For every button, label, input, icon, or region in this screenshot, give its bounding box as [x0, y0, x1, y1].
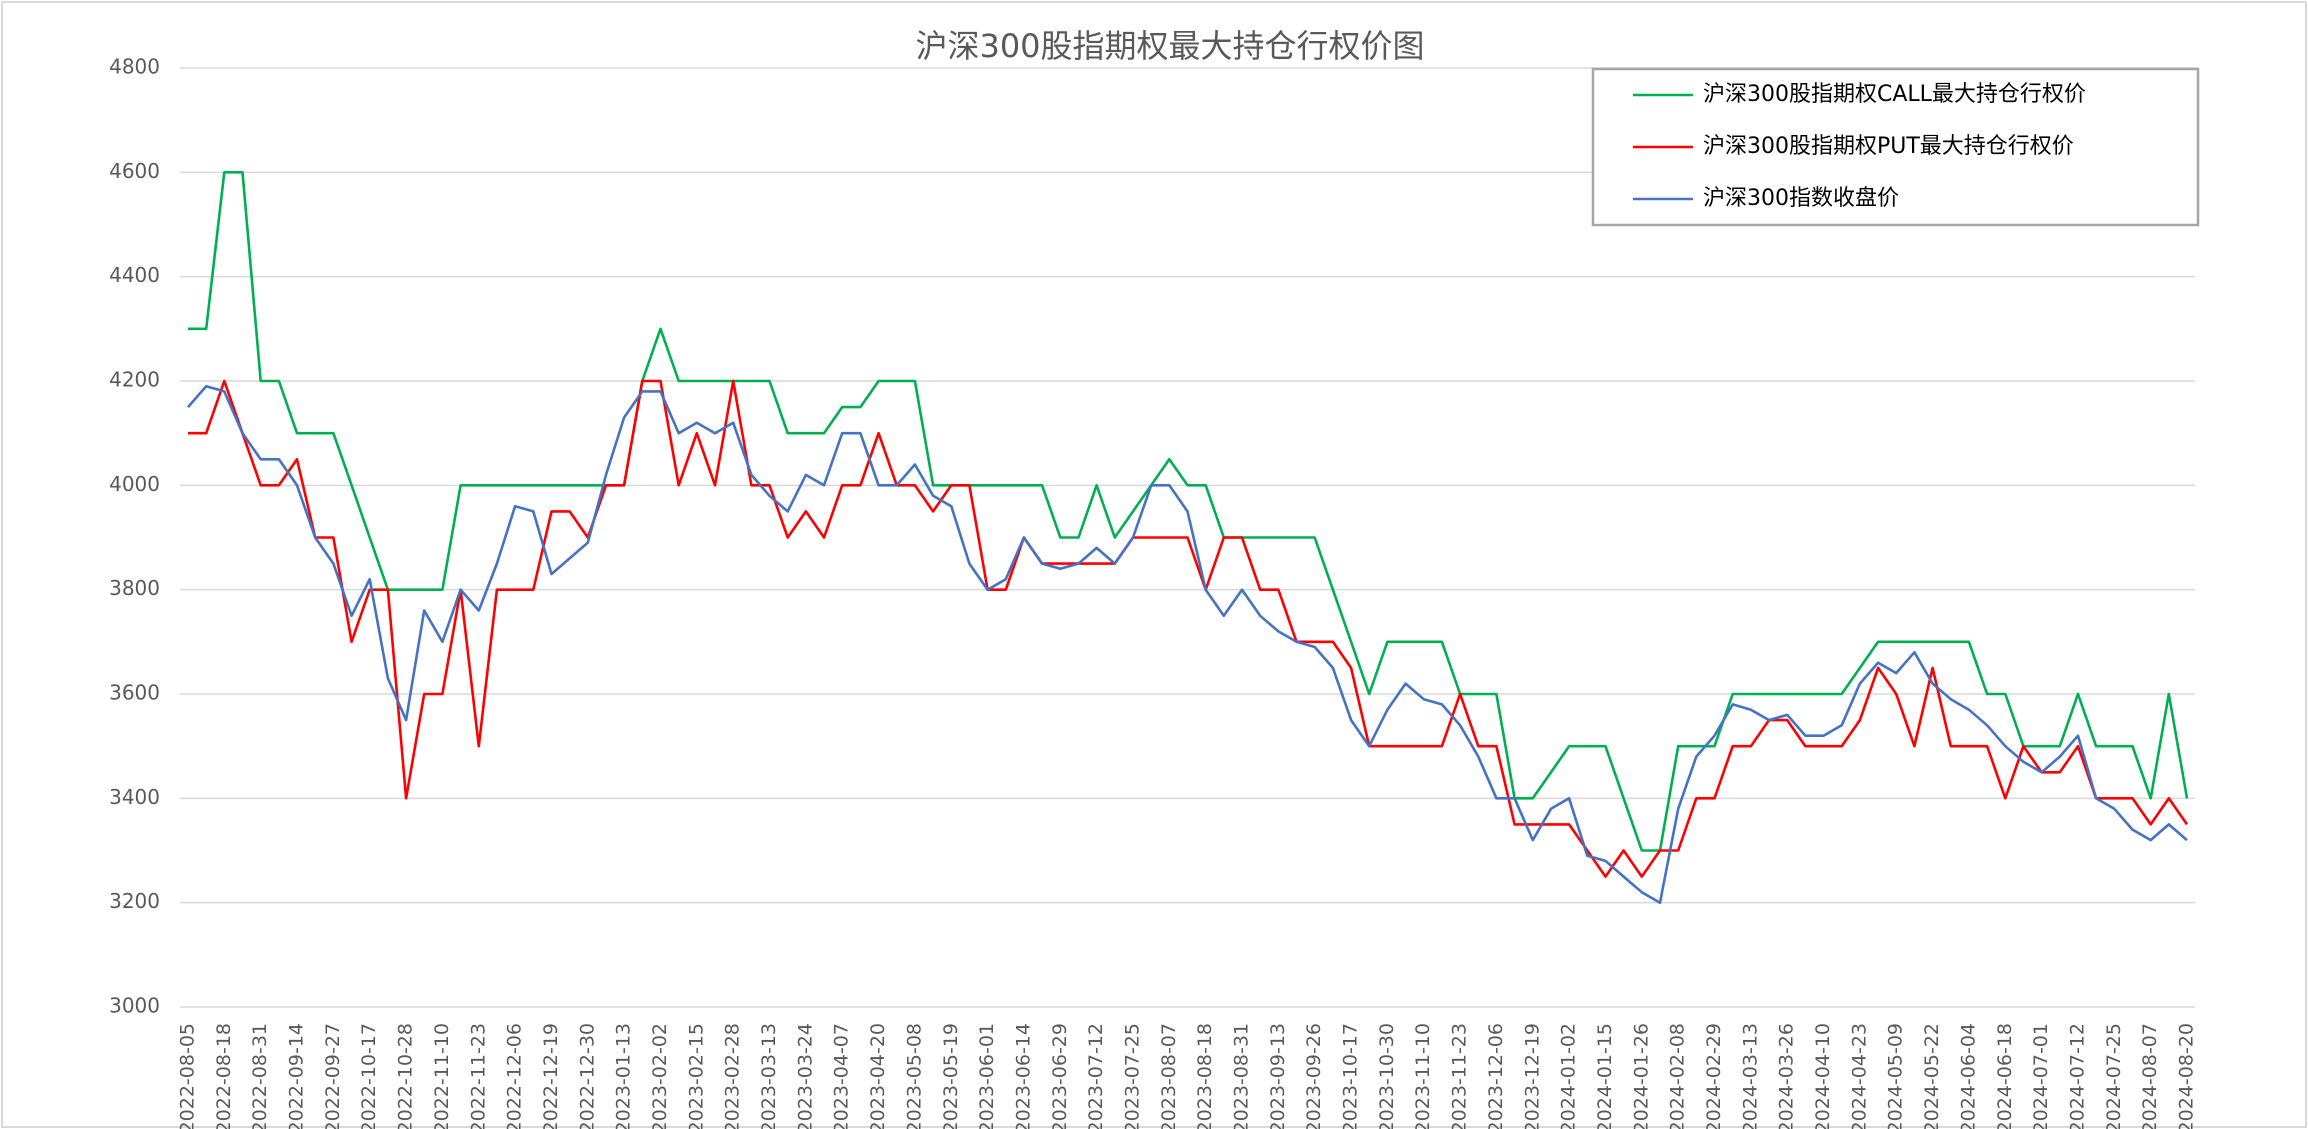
- x-tick-label: 2024-01-15: [1594, 1023, 1616, 1129]
- x-tick-label: 2022-10-17: [358, 1023, 380, 1129]
- x-tick-label: 2023-07-25: [1121, 1023, 1143, 1129]
- x-tick-label: 2022-08-18: [213, 1023, 235, 1129]
- x-tick-label: 2023-10-17: [1340, 1023, 1362, 1129]
- y-tick-label: 4600: [109, 159, 160, 183]
- y-tick-label: 4400: [109, 263, 160, 287]
- x-tick-label: 2023-10-30: [1376, 1023, 1398, 1129]
- x-tick-label: 2023-04-20: [867, 1023, 889, 1129]
- x-tick-label: 2023-02-15: [685, 1023, 707, 1129]
- y-tick-label: 4800: [109, 55, 160, 79]
- x-tick-label: 2024-05-22: [1921, 1023, 1943, 1129]
- legend-label: 沪深300股指期权PUT最大持仓行权价: [1703, 134, 2074, 159]
- legend-box: [1591, 67, 2200, 227]
- x-tick-label: 2024-01-26: [1630, 1023, 1652, 1129]
- x-tick-label: 2024-03-26: [1776, 1023, 1798, 1129]
- x-tick-label: 2024-07-01: [2030, 1023, 2052, 1129]
- chart-title: 沪深300股指期权最大持仓行权价图: [915, 27, 1424, 65]
- x-tick-label: 2023-12-19: [1521, 1023, 1543, 1129]
- x-tick-label: 2024-06-04: [1957, 1023, 1979, 1129]
- x-tick-label: 2022-08-31: [249, 1023, 271, 1129]
- x-tick-label: 2024-08-20: [2176, 1023, 2198, 1129]
- x-tick-label: 2022-10-28: [395, 1023, 417, 1129]
- x-tick-label: 2022-09-14: [286, 1023, 308, 1129]
- y-tick-label: 3400: [109, 785, 160, 809]
- x-tick-label: 2023-08-18: [1194, 1023, 1216, 1129]
- x-tick-label: 2022-09-27: [322, 1023, 344, 1129]
- x-tick-label: 2023-05-19: [940, 1023, 962, 1129]
- x-tick-label: 2022-12-06: [504, 1023, 526, 1129]
- x-tick-label: 2023-09-26: [1303, 1023, 1325, 1129]
- x-tick-label: 2024-01-02: [1558, 1023, 1580, 1129]
- series-line: [188, 379, 2189, 878]
- x-tick-label: 2024-02-29: [1703, 1023, 1725, 1129]
- x-tick-label: 2023-05-08: [903, 1023, 925, 1129]
- x-tick-label: 2022-12-30: [576, 1023, 598, 1129]
- legend-label: 沪深300股指期权CALL最大持仓行权价: [1703, 82, 2086, 107]
- x-tick-label: 2024-08-07: [2139, 1023, 2161, 1129]
- x-tick-label: 2023-11-23: [1449, 1023, 1471, 1129]
- series-line: [187, 384, 2188, 904]
- x-tick-label: 2022-08-05: [177, 1023, 199, 1129]
- x-tick-label: 2023-03-13: [758, 1023, 780, 1129]
- x-tick-label: 2024-05-09: [1885, 1023, 1907, 1129]
- x-tick-label: 2024-07-25: [2103, 1023, 2125, 1129]
- x-tick-label: 2024-03-13: [1739, 1023, 1761, 1129]
- x-tick-label: 2023-04-07: [831, 1023, 853, 1129]
- x-tick-label: 2023-02-28: [722, 1023, 744, 1129]
- legend-label: 沪深300指数收盘价: [1703, 186, 1899, 211]
- x-tick-label: 2023-06-14: [1012, 1023, 1034, 1129]
- x-tick-label: 2024-07-12: [2066, 1023, 2088, 1129]
- x-tick-label: 2023-09-13: [1267, 1023, 1289, 1129]
- y-tick-label: 3600: [109, 681, 160, 705]
- x-tick-label: 2023-03-24: [794, 1023, 816, 1129]
- y-tick-label: 3000: [109, 994, 160, 1018]
- x-tick-label: 2022-12-19: [540, 1023, 562, 1129]
- x-tick-label: 2023-01-13: [613, 1023, 635, 1129]
- y-tick-label: 4000: [109, 472, 160, 496]
- x-tick-label: 2023-06-01: [976, 1023, 998, 1129]
- x-tick-label: 2024-04-23: [1848, 1023, 1870, 1129]
- x-tick-label: 2023-08-31: [1231, 1023, 1253, 1129]
- x-tick-label: 2023-11-10: [1412, 1023, 1434, 1129]
- y-tick-label: 4200: [109, 368, 160, 392]
- x-tick-label: 2023-12-06: [1485, 1023, 1507, 1129]
- x-tick-label: 2022-11-23: [467, 1023, 489, 1129]
- x-tick-label: 2024-04-10: [1812, 1023, 1834, 1129]
- x-tick-label: 2024-06-18: [1994, 1023, 2016, 1129]
- y-tick-label: 3800: [109, 576, 160, 600]
- y-tick-label: 3200: [109, 889, 160, 913]
- series-line: [188, 171, 2189, 852]
- x-tick-label: 2022-11-10: [431, 1023, 453, 1129]
- x-tick-label: 2024-02-08: [1667, 1023, 1689, 1129]
- x-tick-label: 2023-02-02: [649, 1023, 671, 1129]
- x-tick-label: 2023-07-12: [1085, 1023, 1107, 1129]
- x-tick-label: 2023-08-07: [1158, 1023, 1180, 1129]
- x-tick-label: 2023-06-29: [1049, 1023, 1071, 1129]
